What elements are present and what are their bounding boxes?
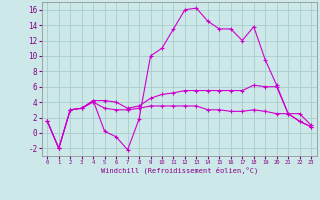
X-axis label: Windchill (Refroidissement éolien,°C): Windchill (Refroidissement éolien,°C) bbox=[100, 167, 258, 174]
